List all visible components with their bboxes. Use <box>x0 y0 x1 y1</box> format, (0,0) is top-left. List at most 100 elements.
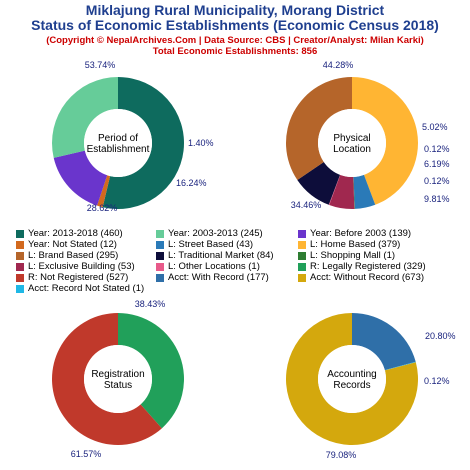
chart-subtitle: Status of Economic Establishments (Econo… <box>31 17 439 33</box>
donut-hole <box>318 345 386 413</box>
slice-percent-label: 9.81% <box>424 194 450 204</box>
legend-swatch <box>16 262 24 271</box>
legend-item: Year: Before 2003 (139) <box>298 228 411 239</box>
legend-label: L: Street Based (43) <box>168 239 254 250</box>
legend-swatch <box>298 229 306 238</box>
slice-percent-label: 34.46% <box>291 200 322 210</box>
slice-percent-label: 20.80% <box>425 331 456 341</box>
legend-item: Year: Not Stated (12) <box>16 239 117 250</box>
slice-percent-label: 44.28% <box>323 60 354 70</box>
slice-l-other-locations <box>328 174 341 205</box>
total-establishments: Total Economic Establishments: 856 <box>152 46 318 57</box>
legend-swatch <box>16 284 24 293</box>
slice-l-exclusive-building <box>329 174 355 209</box>
legend-swatch <box>156 262 164 271</box>
legend-label: Year: 2003-2013 (245) <box>168 228 263 239</box>
legend-swatch <box>16 240 24 249</box>
legend-swatch <box>156 240 164 249</box>
slice-percent-label: 6.19% <box>424 159 450 169</box>
legend-item: R: Not Registered (527) <box>16 272 128 283</box>
donut-hole <box>84 109 152 177</box>
legend-item: L: Street Based (43) <box>156 239 253 250</box>
legend-label: L: Exclusive Building (53) <box>28 261 135 272</box>
legend-label: L: Home Based (379) <box>310 239 401 250</box>
slice-acct-without-record <box>286 313 418 446</box>
legend-label: Year: 2013-2018 (460) <box>28 228 123 239</box>
donut-center-label: Registration <box>91 369 144 380</box>
slice-l-traditional-market <box>297 162 341 205</box>
legend-swatch <box>156 273 164 282</box>
legend-item: L: Traditional Market (84) <box>156 250 274 261</box>
slice-l-shopping-mall <box>353 176 355 209</box>
slice-percent-label: 79.08% <box>326 450 357 460</box>
legend-label: Acct: Record Not Stated (1) <box>28 283 145 294</box>
legend-swatch <box>16 273 24 282</box>
donut-hole <box>318 109 386 177</box>
slice-percent-label: 1.40% <box>188 138 214 148</box>
donut-center-label: Location <box>333 144 371 155</box>
chart-header: Miklajung Rural Municipality, Morang Dis… <box>0 0 470 58</box>
slice-percent-label: 53.74% <box>85 60 116 70</box>
slice-percent-label: 61.57% <box>71 449 102 459</box>
slice-percent-label: 0.12% <box>424 376 450 386</box>
legend-item: Acct: Without Record (673) <box>298 272 424 283</box>
legend-item: Acct: With Record (177) <box>156 272 269 283</box>
legend-swatch <box>156 229 164 238</box>
donut-center-label: Accounting <box>327 369 376 380</box>
legend-swatch <box>298 240 306 249</box>
legend-item: R: Legally Registered (329) <box>298 261 426 272</box>
legend-item: Year: 2013-2018 (460) <box>16 228 123 239</box>
legend-label: R: Legally Registered (329) <box>310 261 426 272</box>
legend-label: L: Other Locations (1) <box>168 261 260 272</box>
legend-label: L: Brand Based (295) <box>28 250 119 261</box>
slice-year-before-2003 <box>53 150 108 206</box>
donut-chart-2: 44.28% 5.02% 0.12% 6.19% 0.12% 9.81% 34.46% Phy… <box>286 60 450 210</box>
slice-r-not-registered <box>52 313 162 445</box>
legend-item: L: Shopping Mall (1) <box>298 250 395 261</box>
donut-center-label: Establishment <box>87 144 150 155</box>
legend-item: L: Brand Based (295) <box>16 250 118 261</box>
legend-label: Year: Not Stated (12) <box>28 239 117 250</box>
legend-label: L: Traditional Market (84) <box>168 250 274 261</box>
donut-hole <box>84 345 152 413</box>
copyright-note: (Copyright © NepalArchives.Com | Data So… <box>46 35 424 46</box>
slice-percent-label: 16.24% <box>176 178 207 188</box>
legend-label: Acct: Without Record (673) <box>310 272 425 283</box>
slice-percent-label: 28.62% <box>87 203 118 213</box>
legend-item: L: Exclusive Building (53) <box>16 261 135 272</box>
slice-r-legally-registered <box>118 313 185 429</box>
donut-center-label: Status <box>104 380 132 391</box>
slice-percent-label: 38.43% <box>135 299 166 309</box>
legend-item: L: Other Locations (1) <box>156 261 260 272</box>
legend-swatch <box>16 229 24 238</box>
legend-swatch <box>298 251 306 260</box>
slice-year-2013-2018 <box>102 77 184 209</box>
slice-year-2003-2013 <box>51 77 118 158</box>
legend-swatch <box>16 251 24 260</box>
legend-item: Acct: Record Not Stated (1) <box>16 283 144 294</box>
legend-item: L: Home Based (379) <box>298 239 400 250</box>
legend-item: Year: 2003-2013 (245) <box>156 228 263 239</box>
legend-label: Acct: With Record (177) <box>168 272 269 283</box>
legend-swatch <box>156 251 164 260</box>
slice-year-not-stated <box>97 175 111 208</box>
legend-label: Year: Before 2003 (139) <box>310 228 412 239</box>
slice-l-brand-based <box>286 77 352 180</box>
slice-acct-record-not-stated <box>384 361 416 371</box>
slice-percent-label: 5.02% <box>422 122 448 132</box>
slice-l-street-based <box>353 174 376 209</box>
legend-swatch <box>298 273 306 282</box>
slice-l-home-based <box>352 77 419 205</box>
slice-percent-label: 0.12% <box>424 144 450 154</box>
legend-label: R: Not Registered (527) <box>28 272 129 283</box>
legend-label: L: Shopping Mall (1) <box>310 250 396 261</box>
donut-center-label: Records <box>333 380 370 391</box>
slice-percent-label: 0.12% <box>424 176 450 186</box>
donut-center-label: Physical <box>333 133 370 144</box>
legend-swatch <box>298 262 306 271</box>
chart-title: Miklajung Rural Municipality, Morang Dis… <box>85 2 385 18</box>
donut-chart-1: 53.74% 1.40% 16.24% 28.62% Period ofEstablis… <box>51 60 214 213</box>
